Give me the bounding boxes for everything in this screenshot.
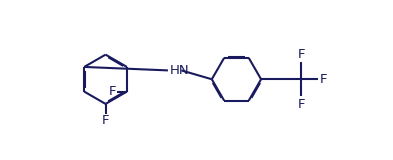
- Text: F: F: [298, 48, 305, 61]
- Text: F: F: [298, 98, 305, 111]
- Text: HN: HN: [169, 64, 189, 77]
- Text: F: F: [320, 73, 327, 86]
- Text: F: F: [109, 85, 116, 98]
- Text: F: F: [102, 114, 109, 127]
